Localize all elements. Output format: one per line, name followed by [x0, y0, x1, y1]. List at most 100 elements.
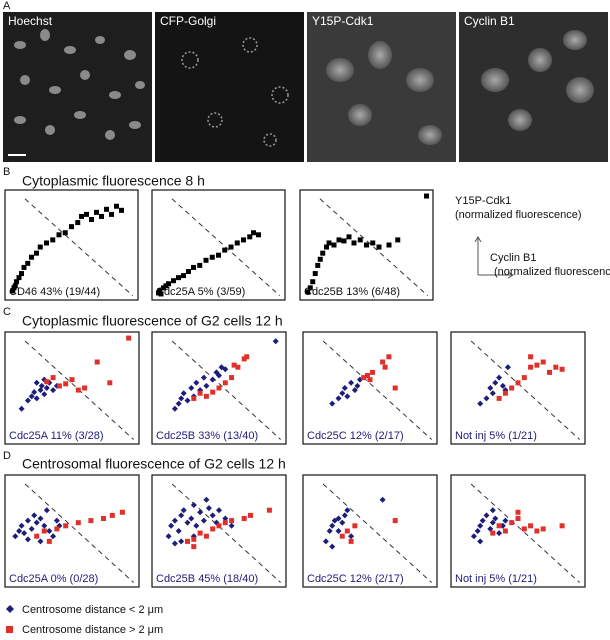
point — [203, 533, 209, 539]
diagonal — [24, 483, 134, 583]
panel-label: B — [3, 166, 10, 178]
point — [241, 356, 247, 362]
panel-title: Cytoplasmic fluorescence 8 h — [22, 173, 205, 189]
point — [10, 288, 16, 294]
panel-title: Centrosomal fluorescence of G2 cells 12 … — [22, 456, 286, 472]
point — [320, 250, 326, 256]
point — [69, 224, 74, 230]
image-label: Cyclin B1 — [464, 14, 515, 28]
point — [339, 519, 346, 526]
diagonal — [470, 340, 580, 440]
point — [94, 209, 99, 215]
point — [357, 237, 363, 243]
plot-frame — [4, 474, 140, 588]
point — [477, 522, 484, 529]
point — [241, 516, 247, 522]
point — [361, 375, 367, 381]
diagonal — [319, 198, 429, 296]
point — [101, 516, 106, 522]
point — [256, 232, 261, 238]
point — [28, 525, 35, 532]
axis-legend-x-unit: (normalized fluorescence) — [494, 266, 610, 278]
point — [200, 374, 207, 381]
point — [50, 533, 57, 540]
point — [216, 372, 222, 379]
point — [251, 230, 256, 236]
legend-swatch — [6, 626, 13, 633]
point — [502, 390, 508, 396]
point — [222, 247, 228, 253]
point — [37, 244, 43, 250]
point — [43, 385, 50, 391]
point — [348, 379, 355, 386]
point — [490, 530, 496, 536]
point — [487, 525, 494, 532]
point — [19, 271, 24, 277]
point — [46, 538, 52, 544]
point — [84, 211, 89, 217]
point — [326, 240, 332, 246]
axis-arrows — [474, 236, 514, 279]
point — [184, 397, 191, 404]
axis-legend-x: Cyclin B1 — [490, 252, 536, 264]
point — [158, 291, 164, 297]
point — [25, 260, 31, 266]
point — [21, 530, 28, 537]
point — [307, 285, 313, 291]
point — [266, 507, 272, 513]
point — [197, 390, 203, 396]
point — [168, 522, 175, 529]
point — [509, 385, 515, 391]
point — [553, 364, 559, 370]
point — [63, 381, 69, 387]
point — [499, 382, 506, 389]
point — [534, 528, 540, 534]
panel-title: Cytoplasmic fluorescence of G2 cells 12 … — [22, 313, 283, 329]
image-label: Hoechst — [8, 14, 53, 28]
point — [209, 512, 216, 519]
point — [376, 244, 382, 250]
point — [171, 278, 176, 284]
point — [34, 533, 40, 539]
point — [344, 507, 351, 514]
plot-frame — [450, 331, 586, 445]
point — [171, 540, 178, 547]
point — [386, 354, 392, 360]
point — [41, 522, 48, 529]
point — [24, 397, 31, 404]
point — [175, 528, 182, 534]
point — [181, 273, 186, 279]
point — [186, 269, 191, 275]
legend-swatch — [6, 605, 14, 613]
point — [228, 522, 235, 529]
point — [185, 538, 190, 544]
point — [247, 234, 253, 240]
diagonal — [171, 340, 281, 440]
plot-caption: Not inj 5% (1/21) — [455, 573, 537, 585]
point — [344, 528, 350, 534]
plot-caption: Not inj 5% (1/21) — [455, 430, 537, 442]
point — [222, 366, 229, 373]
point — [509, 520, 515, 526]
micrograph — [3, 12, 152, 162]
point — [315, 262, 321, 268]
point — [380, 359, 386, 365]
point — [24, 536, 31, 543]
point — [43, 507, 50, 514]
point — [351, 387, 358, 394]
point — [496, 395, 502, 401]
point — [341, 238, 347, 244]
point — [231, 362, 237, 368]
point — [193, 379, 200, 386]
point — [12, 283, 18, 289]
point — [348, 538, 354, 544]
point — [119, 207, 124, 213]
point — [175, 400, 182, 407]
point — [379, 496, 386, 503]
point — [483, 395, 490, 402]
point — [114, 203, 119, 209]
point — [348, 533, 355, 540]
point — [244, 354, 250, 360]
point — [515, 509, 521, 515]
point — [203, 382, 210, 389]
